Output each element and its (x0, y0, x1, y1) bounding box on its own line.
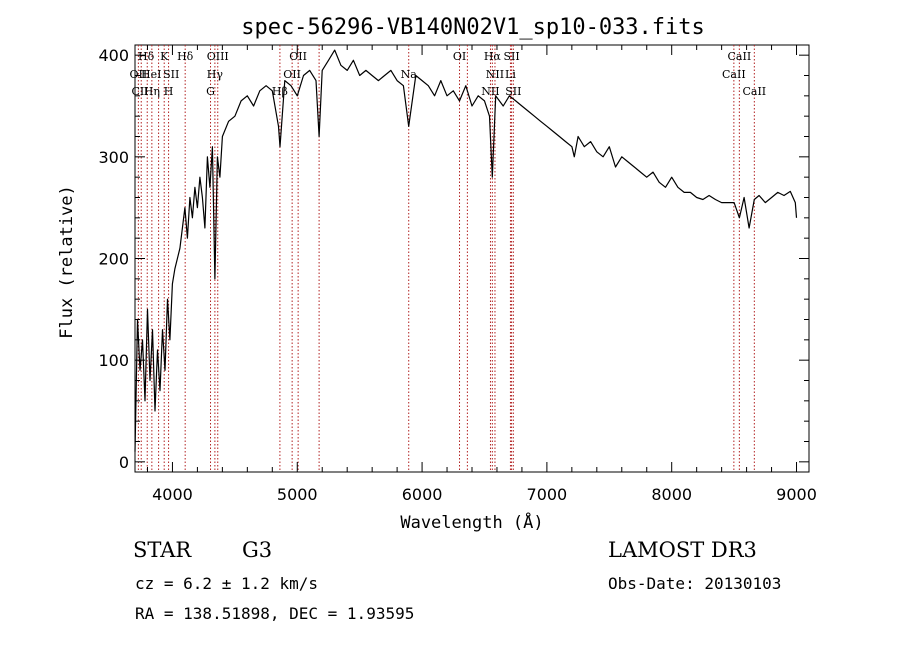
x-tick-label-2: 6000 (402, 485, 443, 504)
redshift-cz: cz = 6.2 ± 1.2 km/s (135, 574, 319, 593)
line-label-8: Hδ (177, 50, 194, 63)
line-label-11: G (206, 85, 215, 98)
x-tick-label-1: 5000 (277, 485, 318, 504)
line-label-7: H (164, 85, 174, 98)
y-axis-label: Flux (relative) (57, 185, 77, 339)
line-label-15: Na (401, 68, 418, 81)
spectral-line-labels: Hδ OII CII HeI Hη K SII H Hδ OIII Hγ G OII OII Hβ Na OI H… (130, 50, 767, 98)
line-label-20: Li (505, 68, 516, 81)
object-subclass: G3 (242, 538, 273, 562)
line-label-13: OII (283, 68, 301, 81)
y-tick-label-4: 400 (98, 46, 129, 65)
line-label-10: Hγ (207, 68, 224, 81)
line-label-25: CaII (742, 85, 766, 98)
series-line-flux (134, 49, 798, 452)
y-tick-label-2: 200 (98, 250, 129, 269)
line-label-17: Hα (484, 50, 502, 63)
spectrum-series (134, 49, 798, 452)
line-label-3: HeI (141, 68, 161, 81)
x-tick-label-4: 8000 (651, 485, 692, 504)
line-label-5: K (160, 50, 169, 63)
y-tick-label-1: 100 (98, 351, 129, 370)
x-tick-label-5: 9000 (776, 485, 817, 504)
line-label-2: CII (131, 85, 148, 98)
line-label-4: Hη (144, 85, 160, 98)
y-tick-label-3: 300 (98, 148, 129, 167)
line-label-18: SII (503, 50, 519, 63)
x-tick-label-3: 7000 (527, 485, 568, 504)
y-tick-label-0: 0 (119, 453, 129, 472)
x-axis-label: Wavelength (Å) (400, 511, 543, 533)
plot-frame (134, 44, 810, 473)
line-label-19: NII (486, 68, 504, 81)
chart-title: spec-56296-VB140N02V1_sp10-033.fits (241, 15, 705, 40)
line-label-21: NII (481, 85, 499, 98)
obs-date: Obs-Date: 20130103 (608, 574, 782, 593)
line-label-6: SII (163, 68, 179, 81)
spectral-line-markers (137, 45, 755, 472)
object-class: STAR (133, 538, 192, 562)
line-label-24: CaII (722, 68, 746, 81)
line-label-1: OII (130, 68, 148, 81)
line-label-12: OII (289, 50, 307, 63)
survey-name: LAMOST DR3 (608, 538, 757, 562)
y-axis-ticks: 0 100 200 300 400 (98, 46, 809, 472)
line-label-9: OIII (207, 50, 229, 63)
x-axis-ticks: 4000 5000 6000 7000 8000 9000 (146, 45, 817, 504)
line-label-16: OI (453, 50, 466, 63)
line-label-22: SII (505, 85, 521, 98)
ra-dec: RA = 138.51898, DEC = 1.93595 (135, 604, 415, 623)
line-label-23: CaII (728, 50, 752, 63)
line-label-0: Hδ (138, 50, 155, 63)
line-label-14: Hβ (272, 85, 288, 98)
x-tick-label-0: 4000 (152, 485, 193, 504)
